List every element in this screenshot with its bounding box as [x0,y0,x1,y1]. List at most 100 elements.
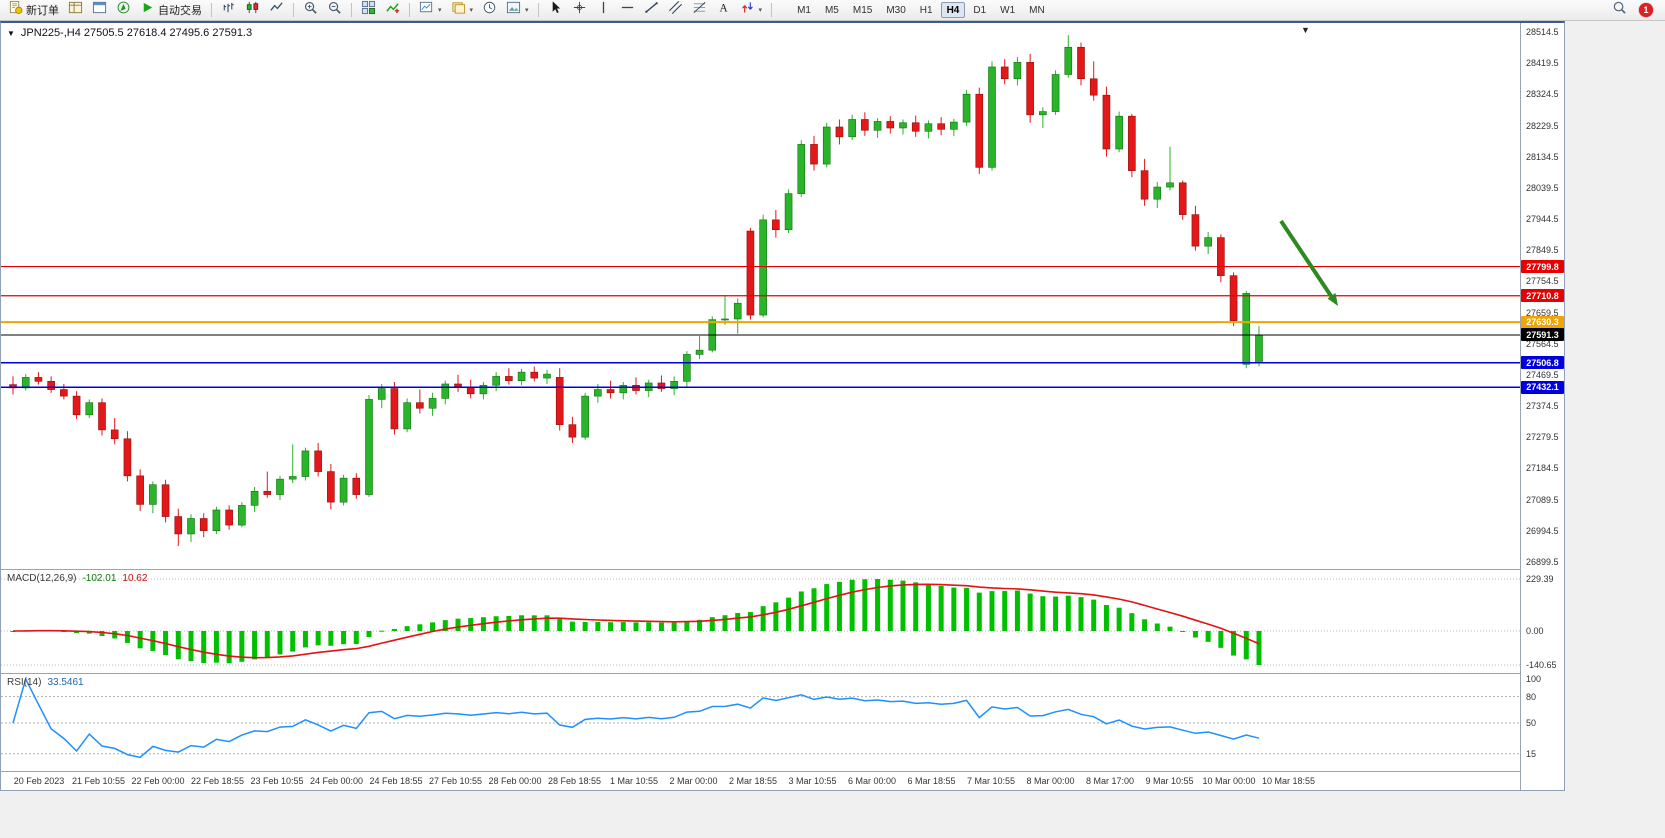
timeframe-d1[interactable]: D1 [973,4,987,16]
autotrading-button[interactable]: 自动交易 [136,1,206,19]
indicators-button[interactable] [381,1,404,19]
line-chart-button[interactable] [265,1,288,19]
macd-scale-label: -140.65 [1526,660,1557,670]
arrows-button[interactable]: ▾ [736,1,767,19]
candles [9,35,1263,547]
crosshair-button[interactable] [568,1,591,19]
templates-button[interactable]: ▾ [502,1,533,19]
market-watch-button[interactable] [64,1,87,19]
line-chart-icon [269,0,284,20]
timeframe-mn[interactable]: MN [1029,4,1045,16]
cursor-button[interactable] [544,1,567,19]
pivot-line-badge: 27630.3 [1521,315,1564,329]
rsi-scale-label: 80 [1526,691,1537,702]
rsi-scale-label: 100 [1526,674,1542,684]
vertical-line-button[interactable] [592,1,615,19]
time-axis-label: 3 Mar 10:55 [788,776,837,786]
timeframe-m1[interactable]: M1 [797,4,811,16]
fibo-icon [692,0,707,20]
arrows-icon [740,0,755,20]
timeframe-m30[interactable]: M30 [886,4,906,16]
autotrading-button-label: 自动交易 [158,5,202,17]
crosshair-icon [572,0,587,20]
macd-name: MACD(12,26,9) [7,573,77,584]
time-axis-label: 2 Mar 18:55 [728,776,778,786]
time-axis-label: 23 Feb 10:55 [250,776,304,786]
text-button[interactable]: A [712,1,735,19]
timeframe-m15[interactable]: M15 [852,4,873,16]
time-axis-label: 10 Mar 18:55 [1261,776,1316,786]
timeframe-h4[interactable]: H4 [940,2,966,18]
support-line-1-badge: 27506.8 [1521,356,1564,370]
data-window-icon [92,0,107,20]
trendline-button[interactable] [640,1,663,19]
price-axis-label: 27754.5 [1526,276,1559,287]
chart-shift-marker[interactable]: ▼ [1301,25,1310,35]
market-watch-icon [68,0,83,20]
rsi-panel[interactable] [1,674,1520,771]
new-chart-icon [419,0,434,20]
fibonacci-button[interactable] [688,1,711,19]
timeframe-w1[interactable]: W1 [1000,4,1016,16]
candles-chart-icon [245,0,260,20]
new-chart-button[interactable]: ▾ [415,1,446,19]
window-menu-icon[interactable]: ▼ [7,28,15,38]
time-scale-separator [1,771,1564,772]
price-scale[interactable]: 28514.5 28419.5 28324.5 28229.5 28134.5 28039… [1521,23,1564,790]
caret-down-icon: ▾ [758,7,763,14]
horizontal-line-button[interactable] [616,1,639,19]
price-axis-label: 28324.5 [1526,89,1559,100]
time-axis-label: 9 Mar 10:55 [1145,776,1194,786]
price-axis-label: 27374.5 [1526,401,1559,412]
macd-signal-line [12,583,1260,659]
rsi-name: RSI(14) [7,677,42,688]
trend-arrow[interactable] [1279,219,1333,298]
toolbar-separator [293,3,294,17]
new-order-button-label: 新订单 [26,5,59,17]
time-scale[interactable]: 20 Feb 2023 21 Feb 10:55 22 Feb 00:00 22 Fe… [1,771,1520,790]
timeframe-m5[interactable]: M5 [824,4,839,16]
timeframe-toolbar: M1 M5 M15 M30 H1 H4 D1 W1 MN [790,2,1052,18]
vline-icon [596,0,611,20]
new-order-button[interactable]: 新订单 [4,0,63,19]
price-axis-label: 28134.5 [1526,151,1559,162]
profiles-button[interactable]: ▾ [447,1,478,19]
bars-chart-button[interactable] [217,1,240,19]
zoom-in-button[interactable] [299,1,322,19]
toolbar-separator [211,3,212,17]
time-axis-label: 24 Feb 18:55 [369,776,423,786]
bid-price-line-badge: 27591.3 [1521,328,1564,342]
zoom-out-button[interactable] [323,1,346,19]
candles-chart-button[interactable] [241,1,264,19]
notification-badge[interactable]: 1 [1639,3,1653,17]
time-axis-label: 8 Mar 17:00 [1085,776,1135,786]
time-axis-label: 7 Mar 10:55 [966,776,1016,786]
time-axis-label: 24 Feb 00:00 [309,776,364,786]
toolbar-separator [537,3,539,17]
channel-button[interactable] [664,1,687,19]
rsi-separator[interactable] [1,673,1564,674]
price-axis-label: 28514.5 [1526,27,1559,37]
macd-panel[interactable] [1,570,1520,673]
caret-down-icon: ▾ [525,7,529,14]
navigator-button[interactable] [112,1,135,19]
toolbar-separator [771,3,773,17]
time-axis-label: 27 Feb 10:55 [428,776,483,786]
price-axis-label: 27659.5 [1526,307,1559,318]
cycles-button[interactable] [478,1,501,19]
main-chart[interactable] [1,23,1520,569]
timeframe-h1[interactable]: H1 [919,4,933,16]
time-axis-label: 10 Mar 00:00 [1202,776,1256,786]
macd-separator[interactable] [1,569,1564,570]
price-axis-label: 27944.5 [1526,214,1559,225]
price-axis-label: 28229.5 [1526,120,1559,131]
bars-chart-icon [221,0,236,20]
zoom-in-icon [303,0,318,20]
hline-icon [620,0,635,20]
tile-windows-button[interactable] [357,0,380,19]
zoom-out-icon [327,0,342,20]
trend-arrow-head [1327,293,1338,306]
time-axis-label: 6 Mar 00:00 [847,776,897,786]
data-window-button[interactable] [88,1,111,19]
search-button[interactable] [1608,1,1631,19]
